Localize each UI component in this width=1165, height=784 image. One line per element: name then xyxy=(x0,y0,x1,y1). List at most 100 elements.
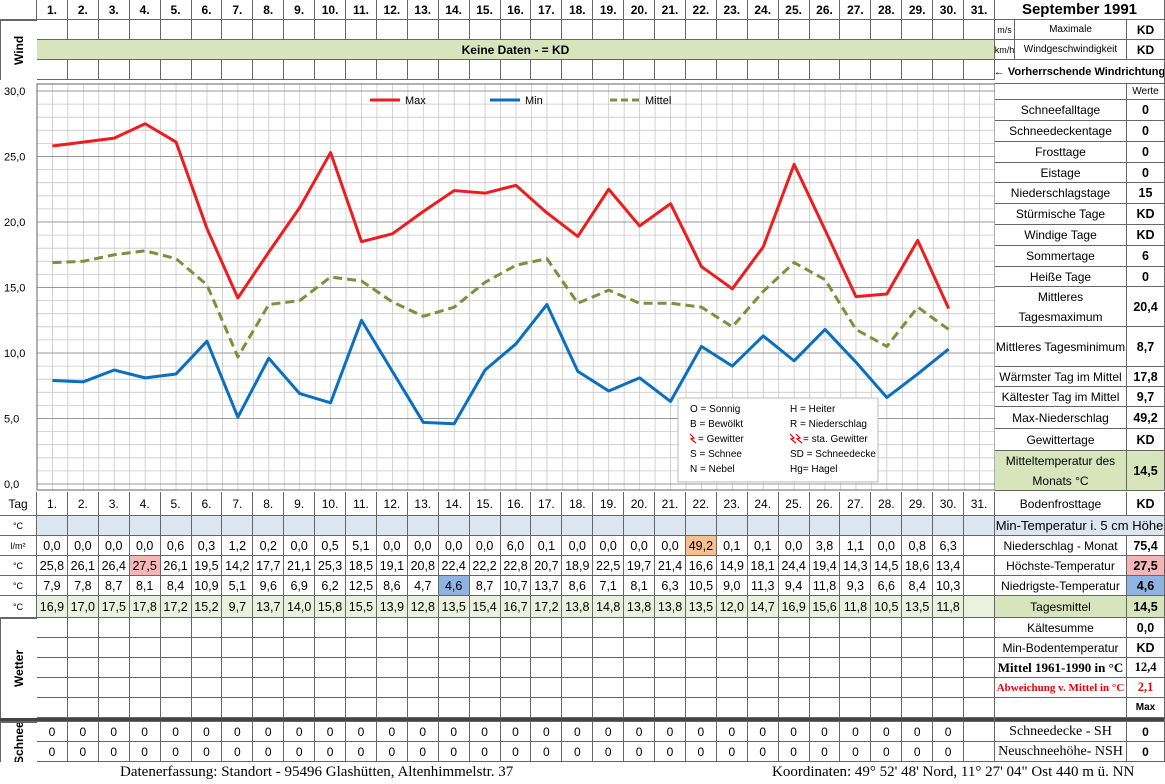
value-cell: 13,7 xyxy=(531,576,563,596)
value-cell: 13,9 xyxy=(376,596,408,618)
snow-cell: 0 xyxy=(840,722,872,742)
value-cell xyxy=(747,516,779,536)
snow-cell: 0 xyxy=(685,742,717,762)
day-header: 9. xyxy=(284,492,316,516)
day-header: 24. xyxy=(747,492,779,516)
wind-cell xyxy=(531,20,563,40)
day-header: 6. xyxy=(191,0,223,20)
weather-cell xyxy=(562,698,594,718)
value-cell: 16,6 xyxy=(685,556,717,576)
y-tick-label: 5,0 xyxy=(4,414,19,426)
day-header: 25. xyxy=(778,0,810,20)
day-header: 30. xyxy=(933,0,965,20)
snow-cell: 0 xyxy=(500,722,532,742)
weather-cell xyxy=(902,658,934,678)
value-cell: 8,4 xyxy=(902,576,934,596)
value-cell: 11,8 xyxy=(809,576,841,596)
stat-label: Gewittertage xyxy=(995,429,1127,451)
value-cell: 0,1 xyxy=(531,536,563,556)
weather-cell xyxy=(346,698,377,718)
value-cell xyxy=(67,516,99,536)
value-cell: 18,9 xyxy=(562,556,594,576)
wind-value: KD xyxy=(1127,40,1165,60)
weather-cell xyxy=(685,638,717,658)
weather-cell xyxy=(191,618,223,638)
stat-value: 20,4 xyxy=(1127,287,1165,327)
wind-cell xyxy=(500,20,532,40)
stat-label: Abweichung v. Mittel in °C xyxy=(995,678,1127,698)
weather-cell xyxy=(809,678,841,698)
value-cell: 1,2 xyxy=(222,536,254,556)
weather-cell xyxy=(98,698,130,718)
stat-label: Schneedeckentage xyxy=(995,121,1127,142)
value-cell: 14,7 xyxy=(747,596,779,618)
weather-cell xyxy=(840,638,872,658)
stat-label: Höchste-Temperatur xyxy=(995,556,1127,576)
stat-label: Kältesumme xyxy=(995,618,1127,638)
stat-label: Eistage xyxy=(995,163,1127,183)
wind-label: Wind xyxy=(0,20,37,80)
weather-cell xyxy=(562,638,594,658)
weather-cell xyxy=(809,698,841,718)
weather-cell xyxy=(253,678,285,698)
weather-cell xyxy=(438,698,470,718)
weather-cell xyxy=(222,698,254,718)
value-cell: 0,0 xyxy=(871,536,903,556)
value-cell: 10,9 xyxy=(191,576,223,596)
weather-legend-item: S = Schnee xyxy=(690,449,742,460)
wind-cell xyxy=(655,20,686,40)
value-cell: 15,5 xyxy=(346,596,377,618)
y-tick-label: 10,0 xyxy=(4,348,25,360)
stat-label: Bodenfrosttage xyxy=(995,492,1127,516)
day-header: 1. xyxy=(37,0,68,20)
month-title: September 1991 xyxy=(995,0,1165,20)
day-header: 6. xyxy=(191,492,223,516)
wind-cell xyxy=(593,20,625,40)
value-cell: 9,7 xyxy=(222,596,254,618)
value-cell: 5,1 xyxy=(346,536,377,556)
wind-cell xyxy=(902,60,934,80)
weather-cell xyxy=(407,638,439,658)
stat-label: Min-Bodentemperatur xyxy=(995,638,1127,658)
day-header: 4. xyxy=(129,0,161,20)
stat-label: Max-Niederschlag xyxy=(995,407,1127,429)
value-cell: 5,1 xyxy=(222,576,254,596)
day-header: 20. xyxy=(624,492,656,516)
wind-cell xyxy=(253,20,285,40)
wind-cell xyxy=(716,20,748,40)
weather-cell xyxy=(438,618,470,638)
value-cell xyxy=(593,516,625,536)
wind-cell xyxy=(438,20,470,40)
day-header: 10. xyxy=(315,492,347,516)
snow-cell: 0 xyxy=(531,742,563,762)
plot-frame xyxy=(36,83,995,491)
value-cell: 8,7 xyxy=(469,576,501,596)
weather-cell xyxy=(809,658,841,678)
value-cell: 13,5 xyxy=(685,596,717,618)
wind-cell xyxy=(98,60,130,80)
snow-cell: 0 xyxy=(284,722,316,742)
weather-cell xyxy=(531,618,563,638)
legend-label: Max xyxy=(405,95,426,107)
stats-lower-header: Min-Temperatur i. 5 cm Höhe xyxy=(995,516,1165,536)
snow-cell xyxy=(964,742,995,762)
value-cell: 22,5 xyxy=(593,556,625,576)
stat-label: Neuschneehöhe- NSH xyxy=(995,742,1127,762)
weather-cell xyxy=(284,698,316,718)
value-cell: 10,3 xyxy=(933,576,965,596)
wind-cell xyxy=(160,20,192,40)
snow-cell: 0 xyxy=(438,742,470,762)
day-header: 21. xyxy=(655,492,686,516)
stat-label: Mittel 1961-1990 in °C xyxy=(995,658,1127,678)
weather-cell xyxy=(531,678,563,698)
weather-cell xyxy=(716,698,748,718)
value-cell: 11,8 xyxy=(933,596,965,618)
stat-label: Windige Tage xyxy=(995,225,1127,246)
day-header: 2. xyxy=(67,492,99,516)
value-cell: 0,0 xyxy=(129,536,161,556)
day-header: 21. xyxy=(655,0,686,20)
snow-cell: 0 xyxy=(469,742,501,762)
weather-cell xyxy=(98,638,130,658)
snow-cell: 0 xyxy=(685,722,717,742)
weather-cell xyxy=(469,658,501,678)
